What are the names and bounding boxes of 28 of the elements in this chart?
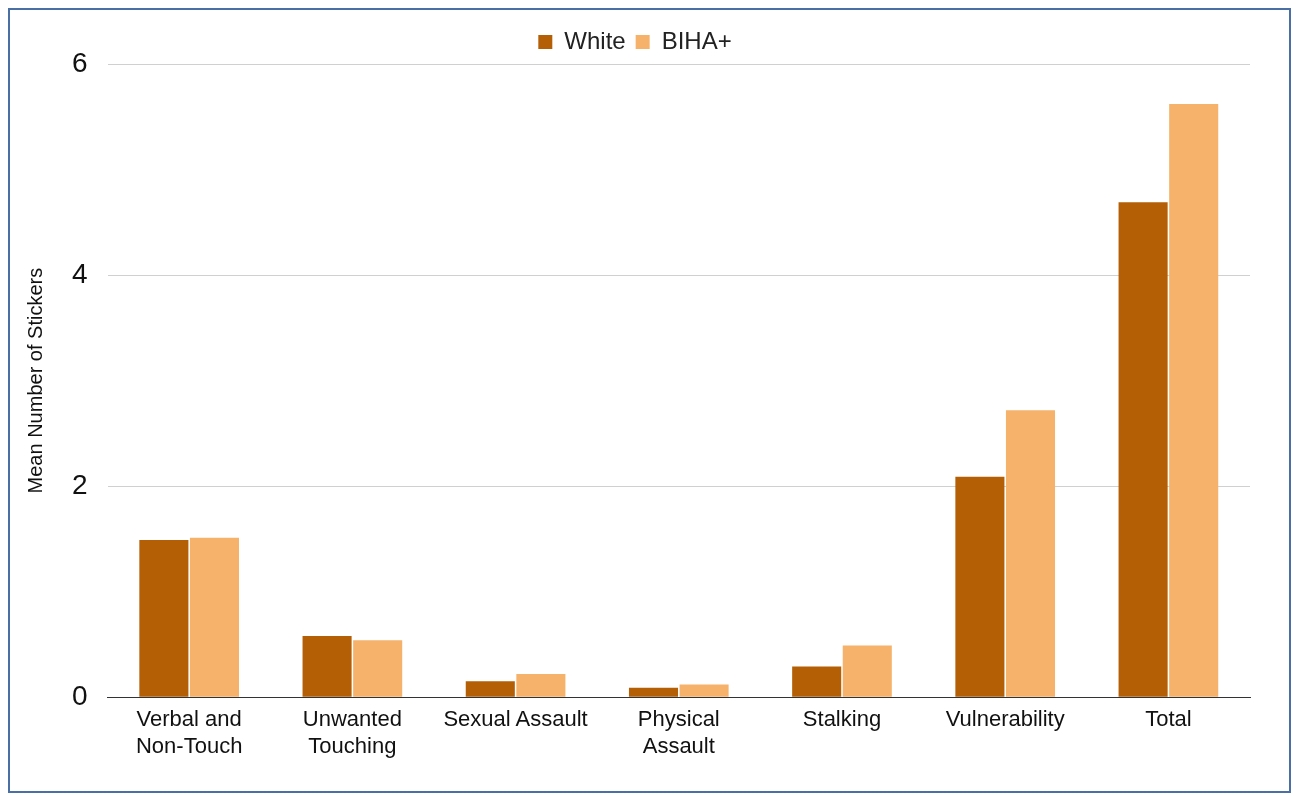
bar bbox=[139, 539, 189, 697]
legend-label: White bbox=[564, 26, 626, 54]
bar bbox=[516, 673, 566, 697]
y-tick-label: 0 bbox=[71, 679, 88, 711]
legend-label: BIHA+ bbox=[661, 26, 732, 54]
x-tick-label: Physical Assault bbox=[637, 706, 720, 758]
bar bbox=[189, 537, 240, 697]
x-tick-label: Vulnerability bbox=[945, 706, 1065, 732]
bar bbox=[679, 684, 729, 697]
x-tick-label: Total bbox=[1145, 706, 1192, 732]
bar bbox=[628, 687, 679, 697]
bar bbox=[1005, 410, 1056, 697]
x-tick-label: Unwanted Touching bbox=[302, 706, 402, 758]
x-tick-label: Stalking bbox=[802, 706, 882, 732]
y-tick-label: 2 bbox=[71, 468, 88, 500]
bar bbox=[842, 645, 892, 697]
bar bbox=[1118, 202, 1168, 697]
bar bbox=[353, 640, 403, 697]
x-tick-label: Sexual Assault bbox=[443, 706, 588, 732]
bar bbox=[792, 666, 842, 697]
y-axis-title: Mean Number of Stickers bbox=[23, 267, 46, 494]
bar bbox=[1169, 104, 1219, 697]
bar bbox=[465, 681, 515, 697]
bar bbox=[955, 476, 1005, 697]
bar bbox=[302, 635, 352, 697]
y-tick-label: 6 bbox=[71, 46, 88, 78]
x-tick-label: Verbal and Non-Touch bbox=[135, 706, 243, 758]
y-tick-label: 4 bbox=[71, 257, 88, 289]
